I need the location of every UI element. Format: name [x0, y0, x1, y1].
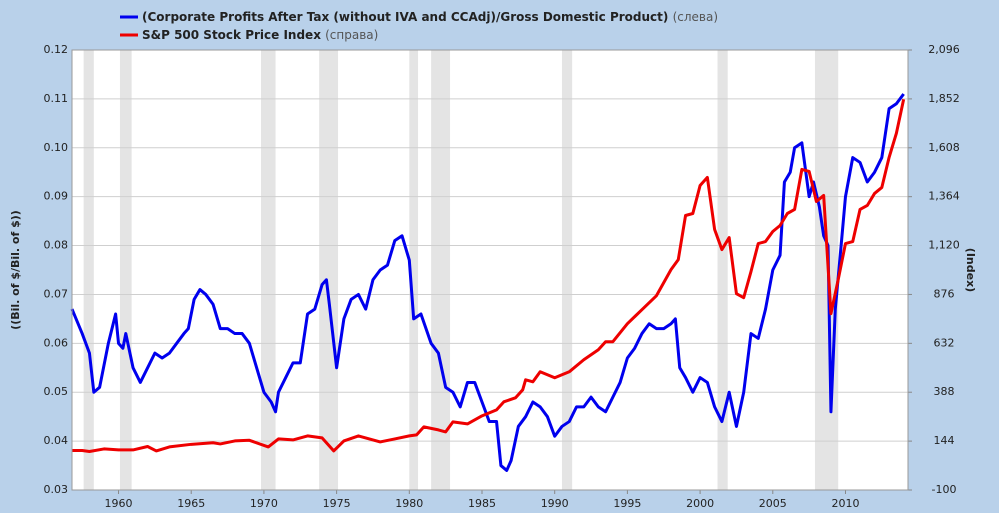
x-tick-label: 1975	[323, 497, 351, 510]
series-line	[70, 93, 905, 472]
y2-axis-label: (Index)	[964, 248, 977, 292]
y2-tick-label: 876	[934, 287, 955, 300]
y-tick-label: 0.12	[44, 43, 69, 56]
y2-tick-label: 1,852	[928, 92, 960, 105]
legend-label: (Corporate Profits After Tax (without IV…	[142, 10, 668, 24]
y2-tick-label: 2,096	[928, 43, 960, 56]
x-tick-label: 1985	[468, 497, 496, 510]
x-tick-label: 1965	[177, 497, 205, 510]
y2-tick-label: 144	[934, 434, 955, 447]
legend-entry: (Corporate Profits After Tax (without IV…	[142, 10, 718, 24]
lines	[70, 93, 906, 472]
y-tick-label: 0.05	[44, 385, 69, 398]
recession-band	[261, 50, 276, 490]
x-tick-label: 2010	[831, 497, 859, 510]
x-tick-label: 1990	[541, 497, 569, 510]
y2-tick-label: 632	[934, 336, 955, 349]
recession-band	[561, 50, 573, 490]
y2-tick-label: 1,120	[928, 239, 960, 252]
plot-area	[72, 50, 908, 490]
x-tick-label: 1980	[395, 497, 423, 510]
y-tick-label: 0.09	[44, 190, 69, 203]
y2-tick-label: 388	[934, 385, 955, 398]
y-tick-label: 0.08	[44, 239, 69, 252]
y-axis-label: ((Bil. of $/Bil. of $))	[9, 210, 22, 330]
x-tick-label: 2005	[759, 497, 787, 510]
y-tick-label: 0.04	[44, 434, 69, 447]
series-line	[72, 98, 906, 454]
y-tick-label: 0.03	[44, 483, 69, 496]
legend-entry: S&P 500 Stock Price Index (справа)	[142, 28, 378, 42]
recession-band	[119, 50, 132, 490]
recession-band	[409, 50, 419, 490]
recession-band	[814, 50, 839, 490]
y2-tick-label: 1,608	[928, 141, 960, 154]
x-tick-label: 1960	[105, 497, 133, 510]
y-tick-label: 0.06	[44, 336, 69, 349]
y-tick-label: 0.10	[44, 141, 69, 154]
legend-label: S&P 500 Stock Price Index	[142, 28, 321, 42]
recession-bands	[83, 50, 839, 490]
x-tick-label: 1970	[250, 497, 278, 510]
recession-band	[83, 50, 94, 490]
plot-border	[71, 49, 909, 491]
x-tick-label: 1995	[613, 497, 641, 510]
y2-tick-label: -100	[932, 483, 957, 496]
recession-band	[431, 50, 451, 490]
x-tick-label: 2000	[686, 497, 714, 510]
recession-band	[319, 50, 339, 490]
y2-tick-label: 1,364	[928, 190, 960, 203]
legend-note: (справа)	[325, 28, 378, 42]
legend-note: (слева)	[673, 10, 718, 24]
y-tick-label: 0.11	[44, 92, 69, 105]
y-tick-label: 0.07	[44, 287, 69, 300]
recession-band	[717, 50, 728, 490]
